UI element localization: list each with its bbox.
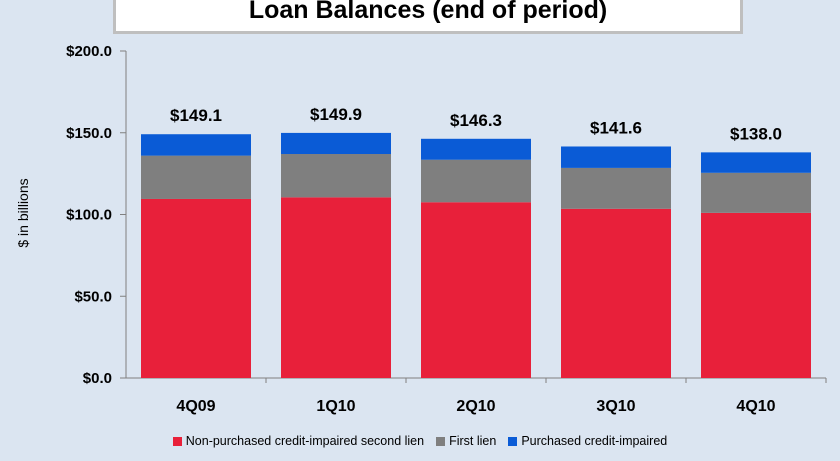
bar-segment-purchased: [561, 146, 671, 168]
y-tick-label: $200.0: [66, 43, 112, 60]
x-tick-label: 4Q10: [736, 398, 775, 415]
bar-total-label: $141.6: [590, 118, 642, 137]
x-tick-label: 2Q10: [456, 398, 495, 415]
y-tick-label: $150.0: [66, 125, 112, 142]
legend-swatch-purchased: [508, 436, 518, 446]
y-tick-label: $0.0: [83, 370, 112, 387]
bar-segment-first-lien: [281, 154, 391, 198]
legend-item-purchased: Purchased credit-impaired: [508, 434, 667, 448]
bar-segment-second-lien: [421, 202, 531, 378]
legend-item-second-lien: Non-purchased credit-impaired second lie…: [172, 434, 425, 448]
bar-total-label: $138.0: [730, 124, 782, 143]
bar-segment-second-lien: [561, 208, 671, 378]
bar-segment-purchased: [421, 138, 531, 160]
legend-swatch-second-lien: [172, 436, 182, 446]
x-tick-label: 4Q09: [176, 398, 215, 415]
legend-label-first-lien: First lien: [449, 434, 497, 448]
legend-swatch-first-lien: [436, 436, 446, 446]
bar-segment-second-lien: [281, 197, 391, 378]
bar-segment-purchased: [141, 134, 251, 156]
legend: Non-purchased credit-impaired second lie…: [0, 432, 840, 450]
bar-segment-purchased: [281, 132, 391, 155]
x-tick-label: 3Q10: [596, 398, 635, 415]
bar-total-label: $149.9: [310, 105, 362, 124]
chart-title: Loan Balances (end of period): [248, 0, 608, 24]
bar-total-label: $146.3: [450, 111, 502, 130]
bar-segment-first-lien: [421, 159, 531, 203]
y-tick-label: $50.0: [74, 288, 112, 305]
bar-segment-second-lien: [141, 198, 251, 378]
bar-total-label: $149.1: [170, 106, 222, 125]
x-tick-label: 1Q10: [316, 398, 355, 415]
bar-segment-purchased: [701, 152, 811, 173]
bar-segment-first-lien: [701, 172, 811, 213]
legend-item-first-lien: First lien: [436, 434, 496, 448]
y-tick-label: $100.0: [66, 207, 112, 224]
bar-segment-first-lien: [561, 167, 671, 209]
chart-title-box: Loan Balances (end of period): [113, 0, 743, 34]
bar-segment-first-lien: [141, 155, 251, 199]
legend-label-purchased: Purchased credit-impaired: [521, 434, 668, 448]
bar-segment-second-lien: [701, 212, 811, 378]
legend-label-second-lien: Non-purchased credit-impaired second lie…: [185, 434, 425, 448]
y-axis-label: $ in billions: [15, 178, 31, 248]
